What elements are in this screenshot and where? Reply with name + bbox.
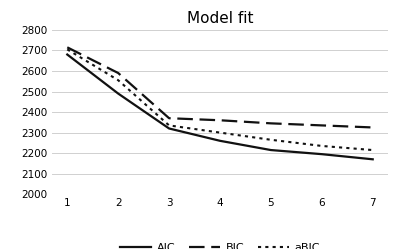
AIC: [65, 53, 70, 56]
AIC: [370, 158, 375, 161]
Line: AIC: AIC: [67, 55, 373, 159]
aBIC: [65, 48, 70, 51]
Line: BIC: BIC: [67, 47, 373, 127]
BIC: [167, 117, 172, 120]
BIC: [320, 124, 324, 127]
AIC: [268, 149, 273, 152]
BIC: [370, 126, 375, 129]
Line: aBIC: aBIC: [67, 49, 373, 150]
Legend: AIC, BIC, aBIC: AIC, BIC, aBIC: [116, 239, 324, 249]
aBIC: [370, 149, 375, 152]
aBIC: [320, 144, 324, 147]
aBIC: [167, 124, 172, 127]
Title: Model fit: Model fit: [187, 11, 253, 26]
BIC: [218, 119, 222, 122]
aBIC: [268, 138, 273, 141]
AIC: [116, 92, 120, 95]
AIC: [218, 139, 222, 142]
BIC: [268, 122, 273, 125]
AIC: [167, 127, 172, 130]
aBIC: [116, 79, 120, 82]
BIC: [116, 71, 120, 74]
aBIC: [218, 131, 222, 134]
AIC: [320, 153, 324, 156]
BIC: [65, 46, 70, 49]
